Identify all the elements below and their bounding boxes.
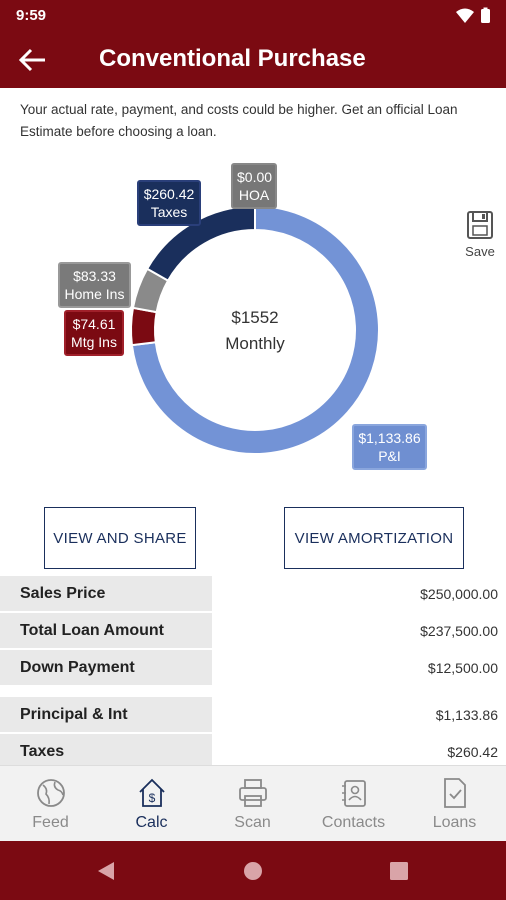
donut-svg [130, 204, 380, 455]
loan-details-table: Sales Price $250,000.00 Total Loan Amoun… [0, 576, 506, 771]
battery-icon [481, 9, 490, 23]
tag-taxes-name: Taxes [150, 204, 188, 220]
nav-label: Loans [432, 814, 477, 831]
row-value: $250,000.00 [212, 576, 506, 611]
tag-home-ins: $83.33 Home Ins [58, 262, 131, 308]
nav-item-feed[interactable]: Feed [0, 766, 101, 842]
tag-mtg-ins-name: Mtg Ins [71, 334, 117, 350]
row-label: Sales Price [0, 576, 212, 611]
nav-item-loans[interactable]: Loans [404, 766, 505, 842]
tag-pi-name: P&I [378, 448, 401, 464]
row-value: $1,133.86 [212, 697, 506, 732]
page-title: Conventional Purchase [99, 45, 366, 72]
nav-label: Calc [135, 814, 168, 831]
row-label: Taxes [0, 734, 212, 769]
tag-pi-amount: $1,133.86 [358, 430, 421, 446]
tag-taxes-amount: $260.42 [143, 186, 195, 202]
back-triangle-icon[interactable] [94, 859, 118, 883]
tag-hoa-amount: $0.00 [237, 169, 273, 185]
status-icons [456, 7, 490, 23]
save-label: Save [465, 244, 495, 259]
tag-pi: $1,133.86 P&I [352, 424, 427, 470]
view-amortization-button[interactable]: VIEW AMORTIZATION [284, 507, 464, 569]
tag-hoa-name: HOA [238, 187, 270, 203]
tag-taxes: $260.42 Taxes [137, 180, 201, 226]
row-value: $12,500.00 [212, 650, 506, 685]
wifi-icon [456, 8, 474, 23]
calculator-house-icon: $ [139, 778, 165, 807]
recents-square-icon[interactable] [387, 859, 411, 883]
table-row: Principal & Int $1,133.86 [0, 697, 506, 734]
save-icon [467, 211, 493, 239]
save-button[interactable]: Save [460, 210, 500, 262]
disclaimer-text: Your actual rate, payment, and costs cou… [20, 102, 458, 139]
contacts-icon [342, 780, 366, 807]
tag-home-ins-amount: $83.33 [73, 268, 116, 284]
table-row: Total Loan Amount $237,500.00 [0, 613, 506, 650]
nav-item-scan[interactable]: Scan [202, 766, 303, 842]
tag-home-ins-name: Home Ins [64, 286, 125, 302]
payment-donut-chart: $1552 Monthly $260.42 Taxes $0.00 HOA $8… [0, 150, 506, 480]
donut-slice-mtg-ins [130, 306, 158, 347]
bottom-nav: Feed $ Calc Scan Contacts Loans [0, 765, 506, 841]
table-row: Taxes $260.42 [0, 734, 506, 771]
row-divider [0, 687, 506, 697]
nav-label: Feed [32, 814, 69, 831]
row-label: Total Loan Amount [0, 613, 212, 648]
document-check-icon [444, 778, 466, 808]
printer-icon [239, 779, 267, 807]
status-time: 9:59 [16, 7, 47, 24]
nav-label: Scan [234, 814, 271, 831]
back-arrow-icon[interactable] [18, 46, 48, 74]
view-and-share-button[interactable]: VIEW AND SHARE [44, 507, 196, 569]
nav-item-contacts[interactable]: Contacts [303, 766, 404, 842]
table-row: Sales Price $250,000.00 [0, 576, 506, 613]
system-nav-bar [0, 841, 506, 900]
nav-item-calc[interactable]: $ Calc [101, 766, 202, 842]
home-circle-icon[interactable] [241, 859, 265, 883]
tag-mtg-ins-amount: $74.61 [72, 316, 116, 332]
row-value: $260.42 [212, 734, 506, 769]
row-value: $237,500.00 [212, 613, 506, 648]
tag-hoa: $0.00 HOA [231, 163, 277, 209]
row-label: Down Payment [0, 650, 212, 685]
table-row: Down Payment $12,500.00 [0, 650, 506, 687]
nav-label: Contacts [321, 814, 386, 831]
status-bar: 9:59 [0, 0, 506, 32]
center-label: Monthly [225, 334, 285, 353]
row-label: Principal & Int [0, 697, 212, 732]
globe-icon [37, 779, 65, 807]
donut-slice-p-i [130, 204, 380, 455]
svg-text:$: $ [149, 791, 156, 805]
tag-mtg-ins: $74.61 Mtg Ins [64, 310, 124, 356]
app-bar: Conventional Purchase [0, 32, 506, 88]
center-amount: $1552 [231, 308, 279, 327]
